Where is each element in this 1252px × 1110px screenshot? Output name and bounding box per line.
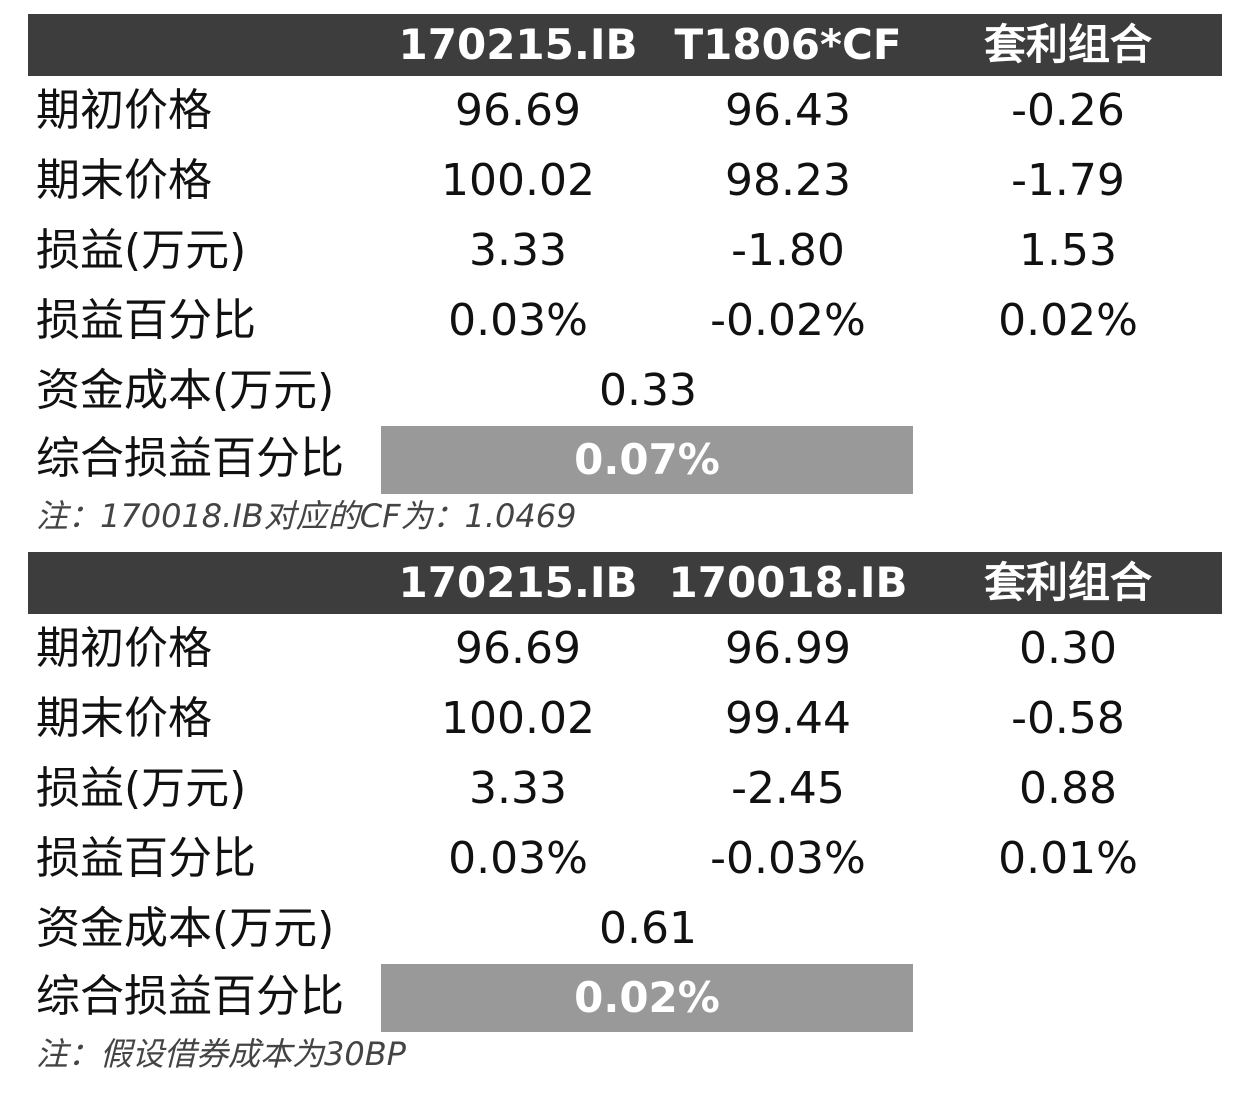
funding-cost-row: 资金成本(万元) 0.61 — [28, 894, 1222, 964]
total-value: 0.07% — [381, 426, 913, 494]
cell-value: 100.02 — [441, 155, 595, 206]
cell-value: 96.69 — [455, 85, 581, 136]
cell-value: 96.43 — [725, 85, 851, 136]
cell-value: 0.03% — [448, 295, 588, 346]
cell-value: 0.02% — [998, 295, 1138, 346]
header-portfolio: 套利组合 — [983, 558, 1152, 607]
table-header: 170215.IB 170018.IB 套利组合 — [28, 552, 1222, 614]
total-row: 综合损益百分比 0.07% — [28, 426, 1222, 494]
funding-cost-value: 0.61 — [599, 903, 697, 954]
table-note: 注：170018.IB对应的CF为：1.0469 — [36, 497, 577, 535]
cell-value: 96.99 — [725, 623, 851, 674]
table-row: 损益百分比 0.03% -0.03% 0.01% — [28, 824, 1222, 894]
cell-value: 1.53 — [1019, 225, 1117, 276]
cell-value: 96.69 — [455, 623, 581, 674]
arbitrage-table-2: 170215.IB 170018.IB 套利组合 期初价格 96.69 96.9… — [28, 552, 1222, 1076]
cell-value: 0.01% — [998, 833, 1138, 884]
cell-value: 98.23 — [725, 155, 851, 206]
funding-cost-label: 资金成本(万元) — [36, 365, 335, 416]
header-bond: 170215.IB — [398, 558, 638, 607]
row-label: 损益百分比 — [36, 833, 256, 884]
total-value: 0.02% — [381, 964, 913, 1032]
cell-value: -1.80 — [731, 225, 845, 276]
cell-value: 3.33 — [469, 763, 567, 814]
cell-value: -0.26 — [1011, 85, 1125, 136]
header-future: T1806*CF — [674, 20, 902, 69]
cell-value: -0.02% — [710, 295, 866, 346]
cell-value: -0.58 — [1011, 693, 1125, 744]
cell-value: -2.45 — [731, 763, 845, 814]
funding-cost-row: 资金成本(万元) 0.33 — [28, 356, 1222, 426]
funding-cost-value: 0.33 — [599, 365, 697, 416]
total-row: 综合损益百分比 0.02% — [28, 964, 1222, 1032]
table-header: 170215.IB T1806*CF 套利组合 — [28, 14, 1222, 76]
row-label: 期初价格 — [36, 623, 212, 674]
table-row: 损益(万元) 3.33 -2.45 0.88 — [28, 754, 1222, 824]
table-row: 损益(万元) 3.33 -1.80 1.53 — [28, 216, 1222, 286]
cell-value: 0.88 — [1019, 763, 1117, 814]
cell-value: 3.33 — [469, 225, 567, 276]
row-label: 期末价格 — [36, 155, 212, 206]
cell-value: -0.03% — [710, 833, 866, 884]
table-row: 期初价格 96.69 96.99 0.30 — [28, 614, 1222, 684]
total-label: 综合损益百分比 — [36, 971, 344, 1022]
funding-cost-label: 资金成本(万元) — [36, 903, 335, 954]
row-label: 损益百分比 — [36, 295, 256, 346]
table-row: 期初价格 96.69 96.43 -0.26 — [28, 76, 1222, 146]
total-label: 综合损益百分比 — [36, 433, 344, 484]
row-label: 期末价格 — [36, 693, 212, 744]
row-label: 损益(万元) — [36, 225, 247, 276]
header-deliverable-bond: 170018.IB — [668, 558, 908, 607]
table-row: 期末价格 100.02 98.23 -1.79 — [28, 146, 1222, 216]
row-label: 期初价格 — [36, 85, 212, 136]
cell-value: -1.79 — [1011, 155, 1125, 206]
arbitrage-table-1: 170215.IB T1806*CF 套利组合 期初价格 96.69 96.43… — [28, 14, 1222, 538]
header-bond: 170215.IB — [398, 20, 638, 69]
table-note: 注：假设借券成本为30BP — [36, 1035, 406, 1073]
cell-value: 99.44 — [725, 693, 851, 744]
cell-value: 0.03% — [448, 833, 588, 884]
table-row: 损益百分比 0.03% -0.02% 0.02% — [28, 286, 1222, 356]
row-label: 损益(万元) — [36, 763, 247, 814]
cell-value: 100.02 — [441, 693, 595, 744]
header-portfolio: 套利组合 — [983, 20, 1152, 69]
cell-value: 0.30 — [1019, 623, 1117, 674]
table-row: 期末价格 100.02 99.44 -0.58 — [28, 684, 1222, 754]
